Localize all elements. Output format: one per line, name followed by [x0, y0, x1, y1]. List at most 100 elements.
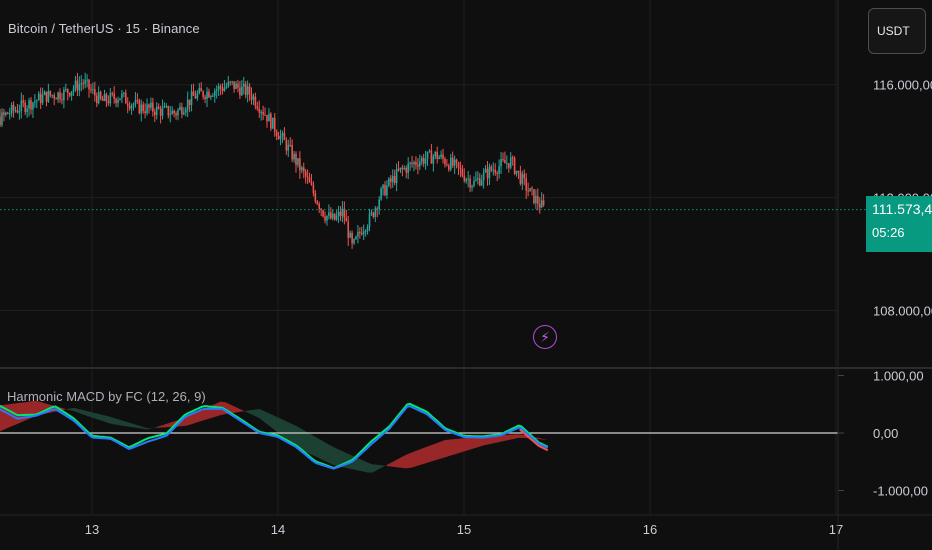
candle-body [237, 83, 239, 88]
candle-body [72, 88, 75, 92]
candle-body [159, 108, 162, 116]
candle-body [22, 100, 25, 103]
candle-body [215, 89, 218, 92]
current-price-value: 111.573,40 [872, 201, 932, 217]
candle-body [186, 99, 189, 110]
candle-body [482, 172, 485, 181]
candle-body [438, 157, 440, 159]
candle-body [500, 159, 502, 167]
candle-body [359, 231, 361, 234]
candle-body [378, 199, 380, 210]
candle-body [339, 211, 342, 217]
candle-body [246, 86, 249, 95]
candle-body [397, 168, 400, 171]
candle-body [415, 162, 417, 165]
candle-body [124, 92, 127, 104]
candle-body [165, 106, 168, 108]
candle-body [84, 80, 86, 84]
candle-body [399, 167, 402, 171]
candle-body [49, 90, 52, 96]
candle-body [101, 98, 104, 101]
candle-body [3, 112, 5, 115]
candle-body [306, 176, 309, 178]
candle-body [366, 226, 369, 231]
candle-body [525, 178, 527, 191]
candle-body [517, 170, 520, 172]
candle-body [250, 94, 253, 100]
candle-body [540, 200, 543, 208]
candle-body [103, 94, 106, 101]
candle-body [374, 208, 377, 217]
candle-body [157, 106, 160, 109]
candle-body [324, 216, 326, 221]
candle-body [254, 96, 257, 107]
time-tick-label: 17 [829, 522, 843, 537]
candle-body [389, 178, 392, 182]
candle-body [409, 162, 411, 164]
currency-button[interactable]: USDT [868, 8, 926, 54]
candle-body [411, 162, 413, 165]
indicator-tick-label: 0,00 [873, 426, 898, 441]
candle-body [283, 133, 286, 141]
indicator-legend[interactable]: Harmonic MACD by FC (12, 26, 9) [7, 389, 206, 404]
candle-body [212, 95, 214, 97]
candle-body [486, 168, 489, 179]
candle-body [310, 182, 313, 185]
candle-body [34, 101, 36, 103]
candle-body [388, 178, 390, 186]
candle-body [65, 89, 67, 91]
candle-body [140, 104, 143, 114]
candle-body [471, 185, 473, 188]
candle-body [8, 113, 11, 115]
candle-body [117, 100, 119, 103]
current-price-badge: 111.573,40 05:26 [866, 196, 932, 252]
candle-body [88, 79, 90, 90]
candle-body [527, 190, 529, 192]
candle-body [229, 81, 232, 83]
candle-body [134, 99, 137, 105]
candle-body [538, 203, 541, 208]
candle-body [109, 93, 112, 104]
candle-body [86, 79, 88, 81]
candle-body [496, 172, 498, 174]
candle-body [68, 92, 71, 96]
candle-body [107, 101, 110, 104]
candle-body [252, 96, 255, 100]
candle-body [364, 230, 367, 232]
candle-body [210, 95, 212, 98]
candle-body [308, 177, 311, 183]
candle-body [53, 95, 56, 99]
candle-body [179, 106, 181, 110]
symbol-title[interactable]: Bitcoin / TetherUS · 15 · Binance [8, 21, 200, 36]
candle-body [231, 81, 233, 83]
candle-body [355, 236, 357, 240]
candle-body [142, 104, 144, 112]
candle-body [419, 161, 421, 167]
candle-body [260, 111, 262, 113]
candle-body [285, 140, 288, 151]
candle-body [206, 91, 208, 99]
candle-body [163, 106, 166, 108]
price-tick-label: 116.000,00 [873, 78, 932, 93]
ribbon-bullish-segment [245, 409, 387, 473]
candle-body [161, 107, 164, 116]
candle-body [511, 157, 514, 159]
candle-body [59, 92, 61, 100]
candle-body [266, 115, 268, 122]
candle-body [221, 88, 224, 91]
lightning-bolt-icon[interactable]: ⚡ [533, 325, 557, 349]
candle-body [14, 110, 17, 112]
candle-body [184, 109, 187, 113]
candle-body [92, 89, 94, 91]
candle-body [63, 89, 65, 101]
macd-lines [0, 402, 549, 470]
candle-body [341, 208, 344, 217]
candle-body [422, 157, 425, 164]
candle-body [382, 184, 384, 189]
candle-body [256, 106, 259, 109]
candle-body [386, 185, 388, 196]
candle-body [0, 116, 1, 126]
candle-body [128, 105, 131, 109]
candle-body [26, 108, 28, 112]
